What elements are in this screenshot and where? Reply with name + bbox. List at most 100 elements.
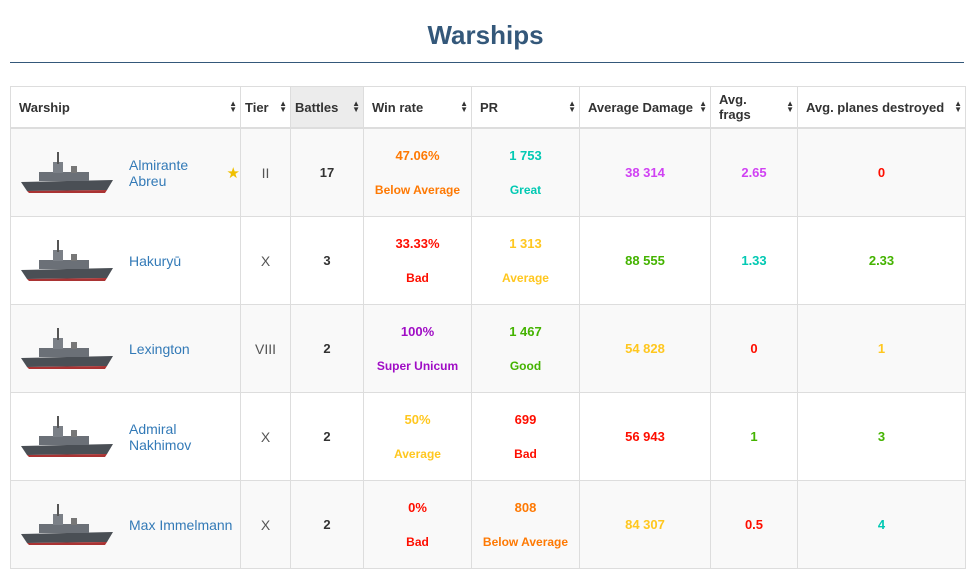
winrate-label: Bad [406,535,429,549]
planes-cell: 2.33 [797,216,966,305]
ship-image [21,327,113,369]
column-label: Tier [245,99,269,115]
pr-label: Good [509,359,542,373]
battles-cell: 2 [290,304,364,393]
ship-name-link[interactable]: Lexington [129,340,190,357]
tier-cell: X [240,392,291,481]
winrate-label: Bad [406,271,429,285]
winrate-label: Below Average [374,183,461,197]
winrate-value: 50% [404,412,431,427]
pr-value: 1 467 [509,324,542,339]
sort-icon[interactable]: ▲ ▼ [954,99,962,114]
damage-cell: 88 555 [579,216,711,305]
frags-cell: 1.33 [710,216,798,305]
pr-value: 699 [514,412,537,427]
winrate-cell: 47.06% Below Average [363,127,472,217]
sort-icon[interactable]: ▲ ▼ [279,99,287,114]
pr-label: Below Average [482,535,569,549]
column-header-win-rate[interactable]: Win rate ▲ ▼ [363,86,472,129]
title-divider [10,62,964,63]
ship-image [21,239,113,281]
planes-cell: 3 [797,392,966,481]
damage-cell: 54 828 [579,304,711,393]
ship-name-link[interactable]: Max Immelmann [129,516,233,533]
column-label: Avg. frags [719,92,751,122]
tier-cell: II [240,127,291,217]
star-icon: ★ [226,164,240,182]
column-header-battles[interactable]: Battles ▲ ▼ [290,86,364,129]
winrate-cell: 50% Average [363,392,472,481]
damage-cell: 38 314 [579,127,711,217]
table-row: Lexington VIII 2 100% Super Unicum 1 467 G… [10,304,966,393]
ship-image [21,151,113,193]
table-row: Almirante Abreu ★ II 17 47.06% Below Avera… [10,127,966,217]
sort-icon[interactable]: ▲ ▼ [568,99,576,114]
column-header-tier[interactable]: Tier ▲ ▼ [240,86,291,129]
pr-value: 808 [514,500,537,515]
sort-icon[interactable]: ▲ ▼ [352,99,360,114]
page-title: Warships [427,20,544,50]
ship-image [21,503,113,545]
pr-value: 1 313 [509,236,542,251]
ship-name-link[interactable]: Admiral Nakhimov [129,420,192,453]
damage-cell: 84 307 [579,480,711,569]
battles-cell: 2 [290,480,364,569]
winrate-value: 0% [408,500,427,515]
column-label: Average Damage [588,99,694,115]
tier-cell: VIII [240,304,291,393]
winrate-cell: 100% Super Unicum [363,304,472,393]
pr-cell: 699 Bad [471,392,580,481]
pr-label: Bad [514,447,537,461]
column-header-avg-frags[interactable]: Avg. frags ▲ ▼ [710,86,798,129]
winrate-label: Super Unicum [376,359,459,373]
frags-cell: 1 [710,392,798,481]
frags-cell: 2.65 [710,127,798,217]
tier-cell: X [240,480,291,569]
column-label: Avg. planes destroyed [806,99,945,115]
pr-label: Great [509,183,542,197]
sort-icon[interactable]: ▲ ▼ [699,99,707,114]
winrate-value: 33.33% [395,236,440,251]
winrate-value: 100% [400,324,435,339]
planes-cell: 0 [797,127,966,217]
battles-cell: 2 [290,392,364,481]
warship-cell: Admiral Nakhimov [10,392,241,481]
warship-cell: Almirante Abreu ★ [10,127,241,217]
column-label: PR [480,99,499,115]
battles-cell: 3 [290,216,364,305]
pr-value: 1 753 [509,148,542,163]
column-label: Battles [295,99,339,115]
column-header-average-damage[interactable]: Average Damage ▲ ▼ [579,86,711,129]
frags-cell: 0 [710,304,798,393]
column-label: Win rate [372,99,424,115]
warships-table: Warship ▲ ▼ Tier ▲ ▼ Battles ▲ ▼ Win rate ▲ ▼ PR ▲ ▼ Av… [10,86,966,569]
winrate-value: 47.06% [395,148,440,163]
warship-cell: Hakuryū [10,216,241,305]
column-header-avg-planes-destroyed[interactable]: Avg. planes destroyed ▲ ▼ [797,86,966,129]
table-row: Admiral Nakhimov X 2 50% Average 699 Bad 5… [10,392,966,481]
battles-cell: 17 [290,127,364,217]
ship-name-link[interactable]: Hakuryū [129,252,182,269]
column-header-pr[interactable]: PR ▲ ▼ [471,86,580,129]
damage-cell: 56 943 [579,392,711,481]
winrate-label: Average [394,447,441,461]
sort-icon[interactable]: ▲ ▼ [786,99,794,114]
sort-icon[interactable]: ▲ ▼ [460,99,468,114]
sort-icon[interactable]: ▲ ▼ [229,99,237,114]
table-row: Hakuryū X 3 33.33% Bad 1 313 Average 88 55… [10,216,966,305]
tier-cell: X [240,216,291,305]
table-row: Max Immelmann X 2 0% Bad 808 Below Average… [10,480,966,569]
warship-cell: Lexington [10,304,241,393]
ship-name-link[interactable]: Almirante Abreu [129,156,189,189]
ship-image [21,415,113,457]
winrate-cell: 33.33% Bad [363,216,472,305]
pr-cell: 1 467 Good [471,304,580,393]
pr-cell: 808 Below Average [471,480,580,569]
frags-cell: 0.5 [710,480,798,569]
planes-cell: 1 [797,304,966,393]
planes-cell: 4 [797,480,966,569]
winrate-cell: 0% Bad [363,480,472,569]
column-header-warship[interactable]: Warship ▲ ▼ [10,86,241,129]
pr-cell: 1 753 Great [471,127,580,217]
column-label: Warship [19,99,70,115]
